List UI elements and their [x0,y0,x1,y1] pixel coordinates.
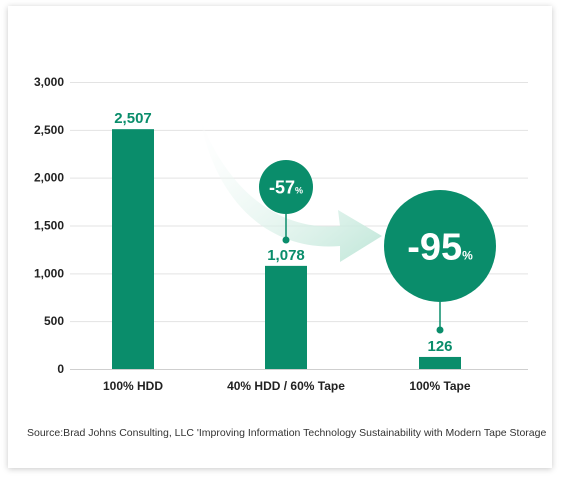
y-tick-label: 0 [57,362,64,376]
decrease-arrow-icon [200,118,382,262]
data-labels: 2,507 1,078 126 [114,110,452,355]
data-label: 1,078 [267,247,305,264]
badge-unit: % [295,185,303,195]
badge-circle [259,160,313,214]
badge-text: -57% [269,177,303,197]
badge-unit: % [462,249,473,263]
source-note: Source:Brad Johns Consulting, LLC 'Impro… [27,427,547,439]
y-tick-label: 2,000 [34,171,64,185]
reduction-badge: -57% [259,160,313,244]
data-label: 126 [427,338,452,355]
y-tick-label: 500 [44,314,64,328]
badge-text: -95% [407,227,473,269]
category-label: 100% Tape [409,379,470,393]
bar [265,265,307,369]
x-axis-categories: 100% HDD 40% HDD / 60% Tape 100% Tape [103,379,471,393]
category-label: 100% HDD [103,379,163,393]
reduction-badge: -95% [384,190,496,334]
y-tick-label: 1,000 [34,266,64,280]
badge-circle [384,190,496,302]
data-label: 2,507 [114,110,152,127]
bar [419,356,461,369]
badge-dot [436,326,444,334]
category-label: 40% HDD / 60% Tape [227,379,345,393]
bars [112,129,461,369]
badge-value: -95 [407,227,462,269]
y-tick-label: 2,500 [34,123,64,137]
y-tick-label: 3,000 [34,75,64,89]
bar [112,129,154,369]
y-tick-label: 1,500 [34,219,64,233]
y-axis-ticks: 0 500 1,000 1,500 2,000 2,500 3,000 [34,75,64,376]
badge-value: -57 [269,177,295,197]
badge-dot [282,236,290,244]
reduction-annotations: -57%-95% [259,160,496,334]
